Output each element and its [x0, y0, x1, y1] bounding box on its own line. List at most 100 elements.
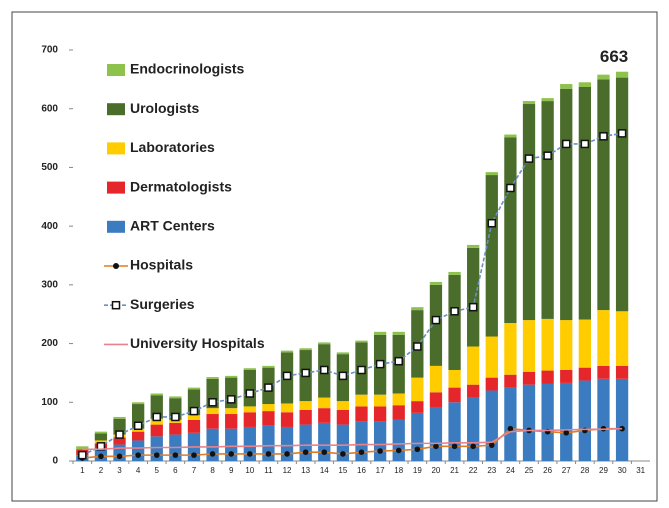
bar-segment [504, 387, 517, 461]
bar-segment [448, 274, 461, 370]
line-marker [247, 451, 253, 457]
line-marker [506, 183, 515, 193]
bar-segment [541, 101, 554, 319]
bar-segment [132, 428, 145, 432]
bar-segment [169, 422, 182, 435]
bar-segment [522, 371, 536, 385]
bar-segment [615, 365, 629, 379]
line-marker [115, 430, 124, 439]
bar-segment [299, 409, 312, 425]
bar-segment [392, 405, 405, 420]
bar-segment [615, 71, 629, 78]
bar-segment [411, 412, 424, 461]
line-marker [321, 449, 328, 455]
bar-segment [560, 382, 573, 461]
bar-segment [280, 426, 294, 461]
bar-segment [336, 352, 350, 355]
x-tick-label: 16 [357, 466, 366, 475]
bar-segment [448, 387, 461, 403]
x-tick-label: 21 [450, 466, 459, 475]
bar-segment [299, 401, 312, 410]
bar-segment [411, 307, 424, 311]
bar-segment [262, 404, 275, 412]
line-marker [507, 425, 514, 432]
x-tick-label: 27 [562, 466, 571, 475]
line-marker [226, 395, 236, 404]
bar-segment [150, 393, 163, 396]
line-marker [413, 342, 422, 351]
bar-segment [150, 418, 163, 425]
bar-segment [225, 375, 238, 378]
bar-segment [485, 390, 498, 461]
bar-segment [355, 340, 368, 343]
x-tick-label: 17 [376, 466, 385, 475]
line-marker [394, 356, 403, 366]
y-tick-label: 100 [41, 397, 58, 408]
x-tick-label: 23 [487, 466, 496, 475]
bar-segment [429, 281, 443, 285]
bar-segment [113, 416, 126, 419]
x-tick-label: 4 [136, 466, 141, 475]
x-tick-label: 15 [338, 466, 347, 475]
x-tick-label: 28 [580, 466, 589, 475]
line-marker [284, 451, 290, 457]
bar-segment [243, 369, 256, 407]
y-tick-label: 700 [41, 45, 58, 56]
legend-label: Laboratories [130, 139, 215, 155]
bar-segment [560, 84, 573, 89]
bar-segment [280, 350, 294, 353]
bar-segment [411, 377, 424, 402]
x-tick-label: 10 [245, 466, 254, 475]
x-tick-label: 29 [599, 466, 608, 475]
legend-label: University Hospitals [130, 335, 265, 351]
bar-segment [522, 104, 536, 321]
bar-segment [541, 383, 554, 461]
legend-label: ART Centers [130, 218, 215, 234]
bar-segment [597, 310, 610, 366]
line-marker [563, 430, 570, 436]
bar-segment [336, 424, 350, 461]
line-marker [524, 154, 534, 163]
line-marker [209, 451, 216, 457]
bar-segment [615, 378, 629, 461]
bar-segment [318, 408, 331, 423]
bar-segment [336, 401, 350, 410]
line-marker [98, 453, 104, 460]
line-marker [228, 451, 235, 457]
x-tick-label: 12 [283, 466, 292, 475]
line-marker [487, 218, 497, 228]
bar-segment [373, 394, 387, 407]
line-marker [580, 139, 590, 149]
legend-label: Urologists [130, 100, 199, 116]
line-marker [488, 442, 495, 448]
line-marker [561, 139, 571, 149]
bar-segment [94, 431, 108, 434]
bar-segment [373, 331, 387, 335]
line-marker [338, 371, 348, 381]
legend-swatch [107, 220, 125, 233]
line-marker [208, 398, 217, 407]
line-marker [172, 452, 179, 458]
line-marker [375, 359, 385, 369]
line-marker [450, 307, 459, 316]
bar-segment [467, 244, 480, 248]
bar-segment [578, 86, 591, 320]
line-marker [377, 448, 383, 454]
line-marker [599, 132, 608, 141]
line-marker [543, 151, 552, 160]
line-marker [116, 453, 123, 460]
line-marker [302, 449, 309, 455]
bar-segment [225, 414, 238, 429]
line-marker [395, 447, 402, 454]
line-marker [265, 451, 272, 457]
bar-segment [597, 79, 610, 311]
bar-segment [355, 394, 368, 407]
bar-segment [243, 406, 256, 413]
legend-swatch [107, 142, 125, 155]
bar-segment [485, 175, 498, 337]
x-tick-label: 30 [618, 466, 627, 475]
x-tick-label: 13 [301, 466, 310, 475]
bar-segment [262, 411, 275, 426]
bar-segment [243, 426, 256, 461]
